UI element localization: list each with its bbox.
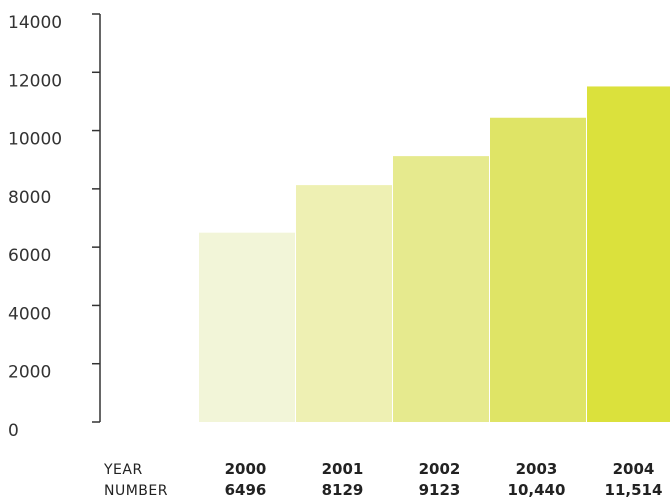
bar-2004	[587, 86, 670, 422]
year-label-2003: 2003	[516, 460, 558, 478]
value-label-2004: 11,514	[605, 481, 663, 499]
bar-2003	[490, 117, 586, 423]
number-row-header: NUMBER	[104, 483, 168, 499]
y-tick-label: 10000	[8, 130, 62, 150]
value-label-2001: 8129	[322, 481, 364, 499]
year-label-2004: 2004	[613, 460, 655, 478]
year-row-header: YEAR	[103, 462, 143, 478]
year-label-2001: 2001	[322, 460, 364, 478]
bar-2001	[296, 185, 392, 422]
bar-2000	[199, 232, 295, 422]
y-tick-label: 12000	[8, 71, 62, 91]
bars	[199, 86, 670, 423]
bar-2002	[393, 156, 489, 423]
value-label-2003: 10,440	[508, 481, 566, 499]
y-tick-label: 8000	[8, 188, 51, 208]
year-label-2002: 2002	[419, 460, 461, 478]
y-tick-label: 0	[8, 421, 19, 441]
value-label-2002: 9123	[419, 481, 461, 499]
category-labels: YEAR NUMBER 2000 6496 2001 8129 2002 9123 2003…	[103, 460, 662, 499]
y-tick-label: 2000	[8, 363, 51, 383]
y-tick-label: 4000	[8, 304, 51, 324]
y-axis-ticks: 0 2000 4000 6000 8000 10000 12000 14000	[8, 13, 100, 441]
y-tick-label: 6000	[8, 246, 51, 266]
year-label-2000: 2000	[225, 460, 267, 478]
value-label-2000: 6496	[225, 481, 267, 499]
y-tick-label: 14000	[8, 13, 62, 33]
